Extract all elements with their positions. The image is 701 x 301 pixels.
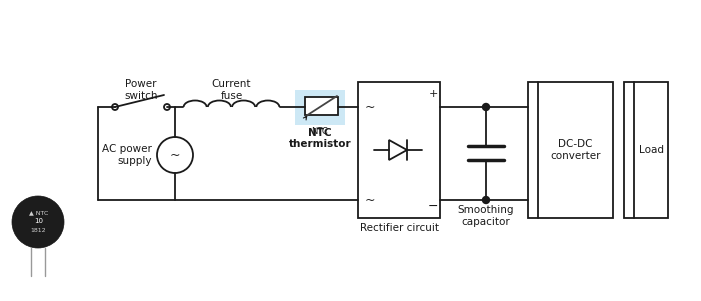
Text: −: − [428,200,438,213]
Text: NTC: NTC [312,127,328,136]
Text: 10: 10 [34,218,43,224]
Text: DC-DC
converter: DC-DC converter [550,139,601,161]
Text: Load: Load [639,145,664,155]
Bar [295,90,345,125]
Text: NTC: NTC [308,128,332,138]
Text: ~: ~ [170,148,180,162]
Text: Rectifier circuit: Rectifier circuit [360,223,439,233]
Text: ~: ~ [365,194,375,206]
Circle shape [12,196,64,248]
Text: AC power
supply: AC power supply [102,144,152,166]
Text: 1812: 1812 [30,228,46,232]
Bar [358,82,440,218]
Text: +: + [428,89,437,99]
Text: Power
switch: Power switch [124,79,158,101]
Text: ▲ NTC: ▲ NTC [29,210,48,216]
Text: thermistor: thermistor [289,139,351,149]
Bar [624,82,668,218]
Circle shape [482,104,489,110]
Circle shape [482,197,489,203]
Text: Current
fuse: Current fuse [212,79,251,101]
Text: ~: ~ [365,101,375,113]
Bar [305,97,338,115]
Bar [528,82,613,218]
Text: Smoothing
capacitor: Smoothing capacitor [458,205,515,227]
